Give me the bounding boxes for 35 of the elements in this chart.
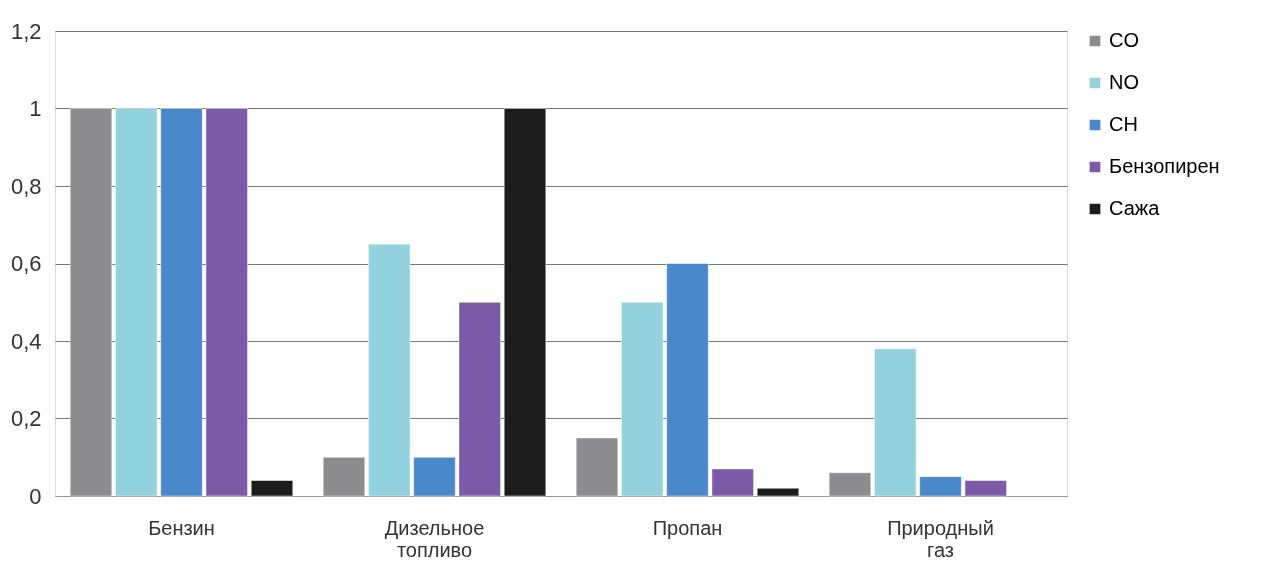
x-tick-label: Природный газ	[887, 516, 994, 561]
legend-label: CO	[1109, 29, 1139, 51]
bar	[322, 457, 366, 497]
bar	[666, 263, 709, 497]
legend-label: Сажа	[1109, 197, 1161, 219]
legend-label: Бензопирен	[1109, 155, 1220, 177]
bar	[919, 476, 962, 497]
bar	[828, 472, 872, 497]
bar	[413, 457, 456, 497]
bar	[711, 468, 754, 497]
bar	[205, 108, 248, 497]
bar	[160, 108, 203, 497]
bar	[964, 480, 1007, 497]
bar	[621, 302, 664, 497]
bar	[115, 108, 158, 497]
y-tick-label: 0,8	[10, 173, 42, 199]
y-tick-label: 0,6	[10, 251, 42, 276]
bar	[756, 488, 800, 497]
legend-label: CH	[1109, 113, 1138, 135]
y-tick-label: 1	[29, 96, 42, 121]
bar	[368, 243, 411, 497]
y-tick-label: 1,2	[10, 18, 42, 44]
bar	[874, 348, 917, 497]
bar	[503, 108, 547, 497]
legend-label: NO	[1109, 71, 1139, 93]
bar	[458, 302, 501, 497]
y-tick-label: 0,2	[10, 406, 42, 431]
bar	[250, 480, 294, 497]
x-tick-label: Бензин	[148, 516, 215, 539]
x-tick-label: Пропан	[652, 516, 723, 539]
bar	[575, 437, 619, 497]
y-tick-label: 0,4	[10, 328, 42, 354]
bar	[69, 108, 113, 497]
x-tick-label: Дизельное топливо	[384, 516, 485, 561]
y-tick-label: 0	[29, 483, 42, 509]
